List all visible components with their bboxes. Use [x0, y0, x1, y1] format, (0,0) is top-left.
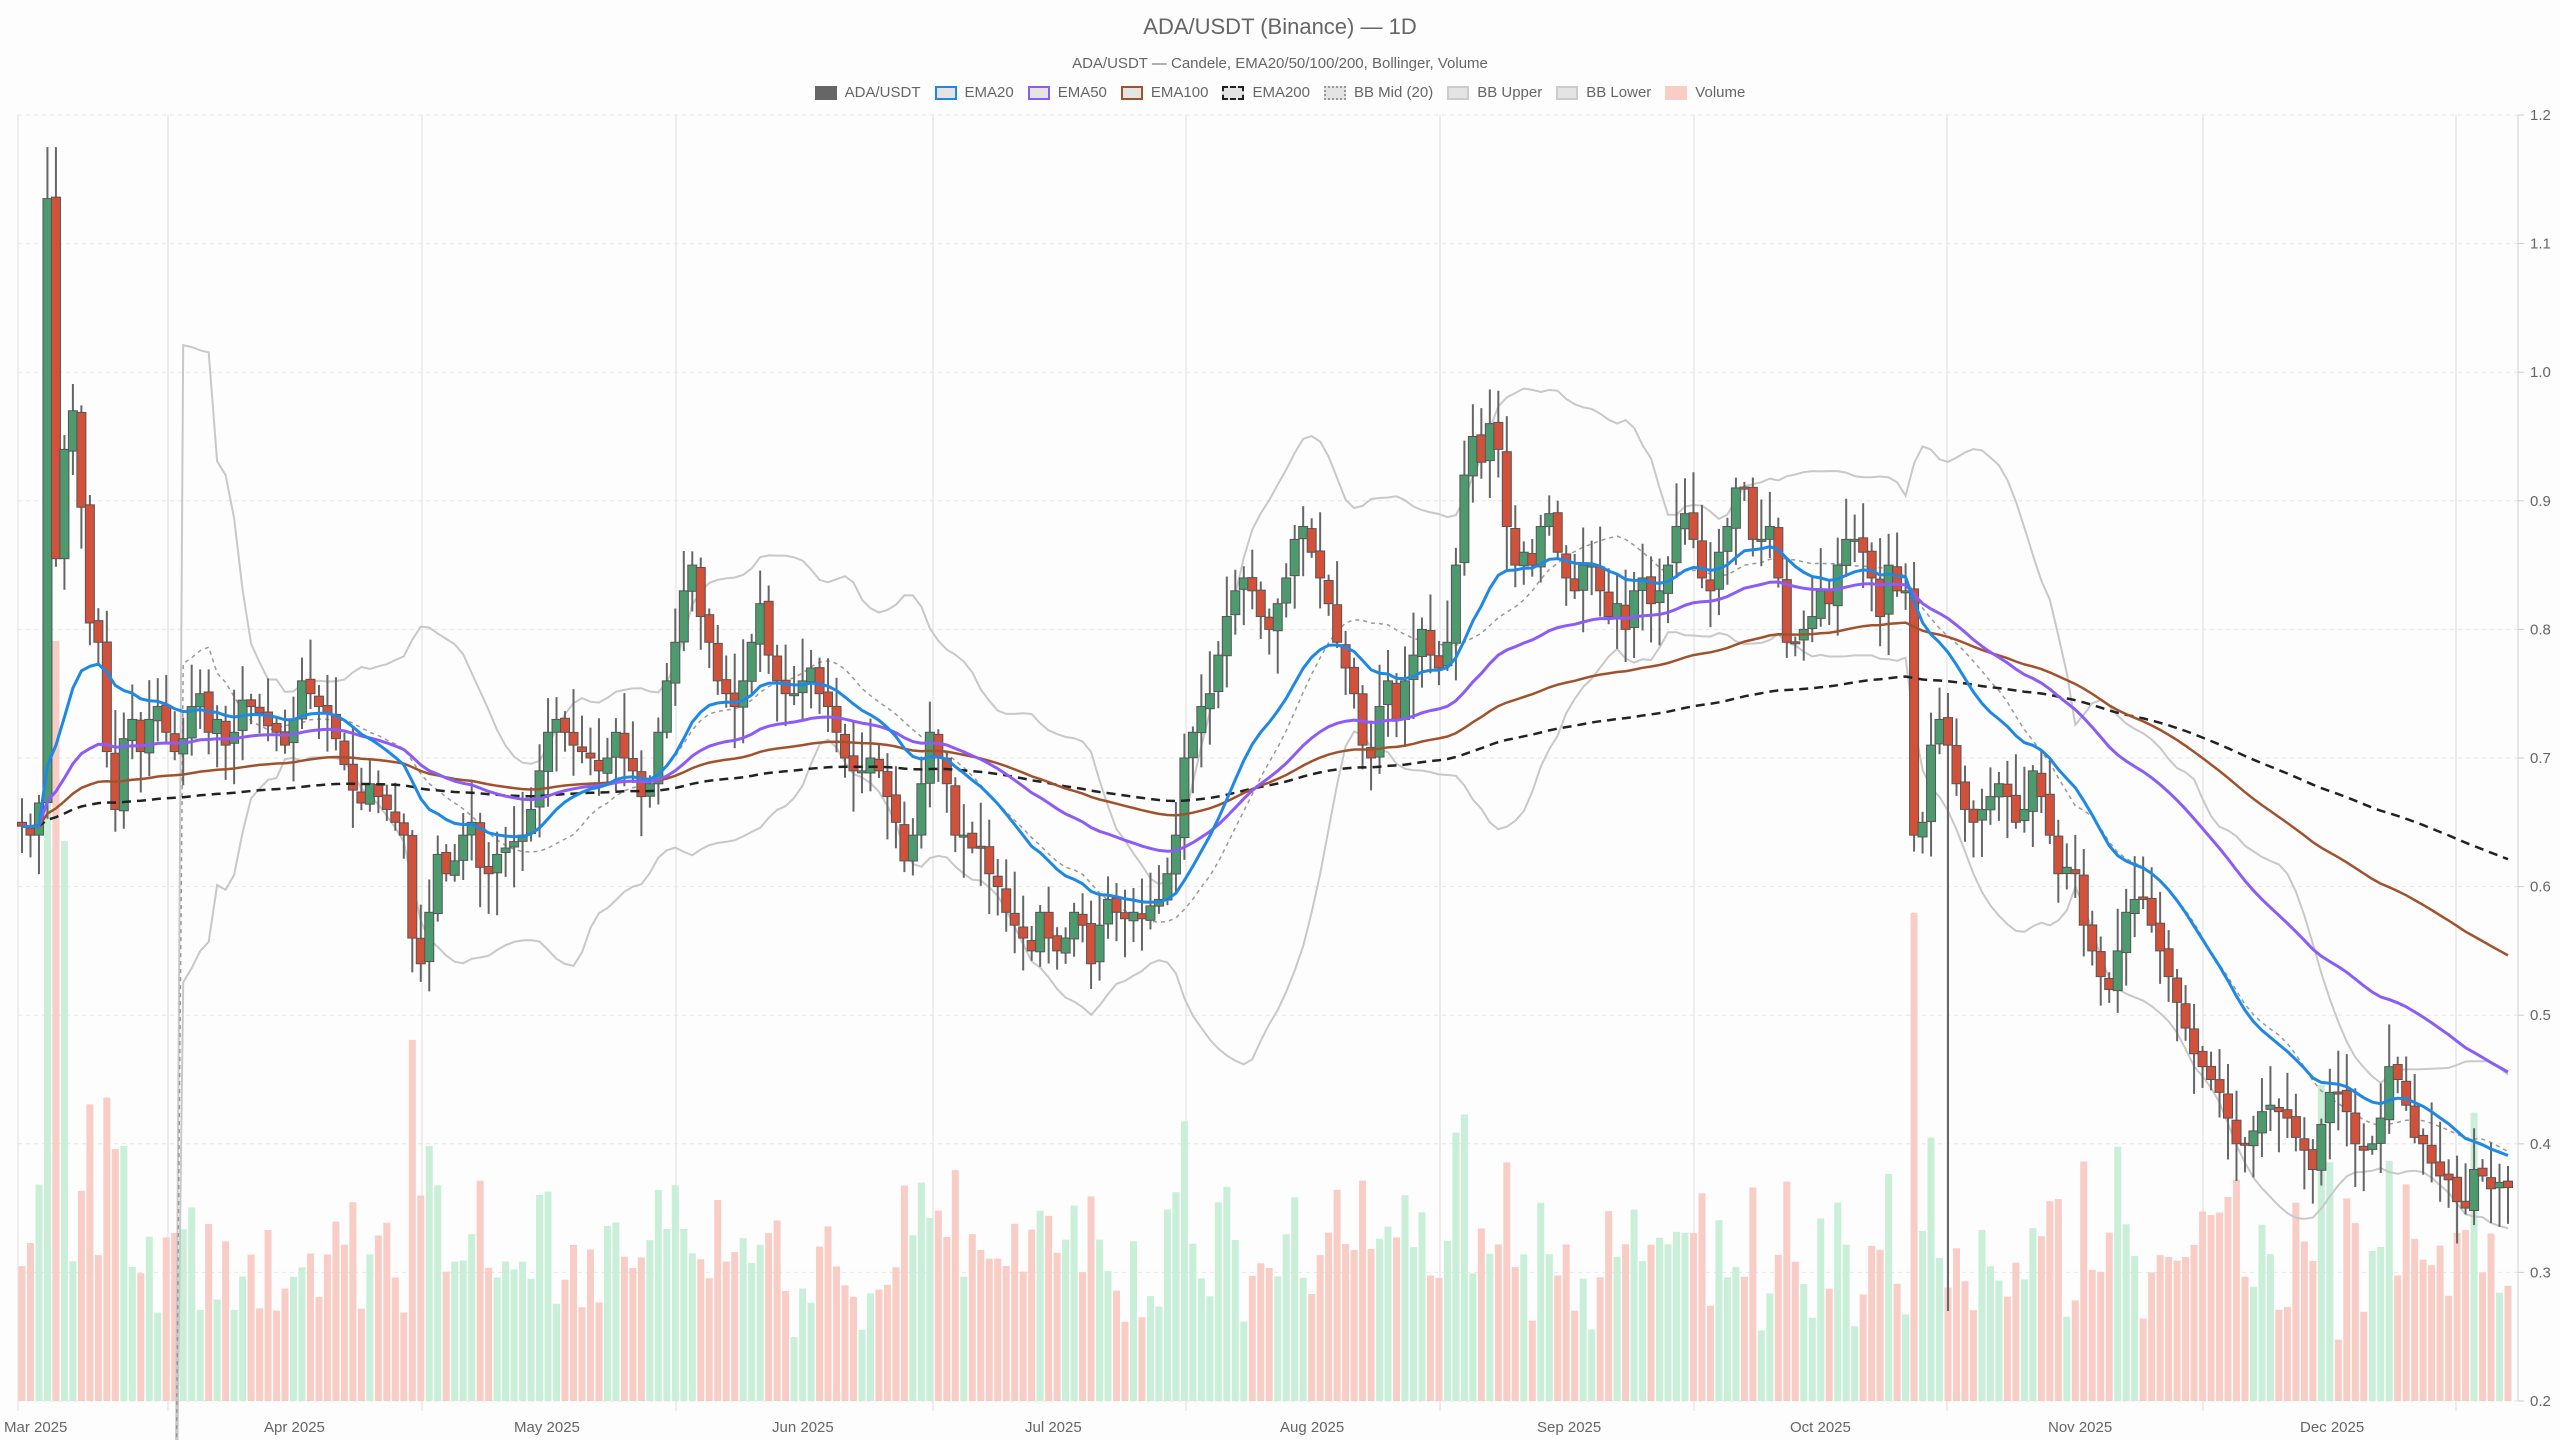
y-tick-label: 0.7	[2530, 750, 2551, 767]
chart-subtitle: ADA/USDT — Candele, EMA20/50/100/200, Bo…	[1072, 55, 1488, 72]
x-tick-label: Jul 2025	[1025, 1419, 1082, 1436]
legend-swatch-icon	[1222, 85, 1245, 100]
ema-lines	[21, 545, 2509, 1157]
y-tick-label: 0.8	[2530, 621, 2551, 638]
axes: 0.2 0.3 0.4 0.5 0.6 0.7 0.8 0.9 1.0 1.1 1.2 Mar 202…	[4, 107, 2551, 1436]
legend-swatch-icon	[934, 85, 957, 100]
legend-item[interactable]: BB Lower	[1556, 84, 1651, 101]
legend-label: EMA20	[964, 84, 1014, 101]
legend-label: ADA/USDT	[844, 84, 921, 101]
y-tick-label: 1.2	[2530, 107, 2551, 124]
x-tick-label: Jun 2025	[772, 1419, 834, 1436]
legend-swatch-icon	[1447, 85, 1470, 100]
y-tick-label: 1.1	[2530, 236, 2551, 253]
legend-swatch-icon	[1665, 85, 1688, 100]
legend-label: BB Mid (20)	[1354, 84, 1434, 101]
legend-label: Volume	[1695, 84, 1746, 101]
y-tick-label: 0.6	[2530, 879, 2551, 896]
legend-item[interactable]: EMA20	[934, 84, 1014, 101]
legend-label: BB Upper	[1477, 84, 1543, 101]
legend-swatch-icon	[1324, 85, 1346, 100]
legend-item[interactable]: BB Mid (20)	[1324, 84, 1433, 101]
chart-legend: ADA/USDT EMA20 EMA50 EMA100 EMA200 BB Mid (20…	[0, 84, 2560, 101]
x-tick-label: Aug 2025	[1280, 1419, 1344, 1436]
y-tick-label: 0.2	[2530, 1393, 2551, 1410]
y-tick-label: 1.0	[2530, 364, 2551, 381]
legend-swatch-icon	[1027, 85, 1050, 100]
legend-label: EMA200	[1252, 84, 1310, 101]
x-tick-label: Oct 2025	[1790, 1419, 1851, 1436]
price-candles	[17, 147, 2513, 1311]
x-tick-label: Apr 2025	[264, 1419, 325, 1436]
legend-label: BB Lower	[1586, 84, 1652, 101]
legend-label: EMA100	[1150, 84, 1209, 101]
chart-title: ADA/USDT (Binance) — 1D	[1143, 14, 1417, 39]
x-tick-label: Sep 2025	[1537, 1419, 1601, 1436]
legend-item[interactable]: EMA100	[1120, 84, 1209, 101]
legend-item[interactable]: BB Upper	[1447, 84, 1542, 101]
x-tick-label: Mar 2025	[4, 1419, 67, 1436]
legend-swatch-icon	[814, 85, 837, 100]
legend-swatch-icon	[1556, 85, 1579, 100]
legend-label: EMA50	[1057, 84, 1107, 101]
legend-item[interactable]: Volume	[1665, 84, 1745, 101]
x-tick-label: Nov 2025	[2048, 1419, 2112, 1436]
y-tick-label: 0.5	[2530, 1007, 2551, 1024]
x-tick-label: May 2025	[514, 1419, 580, 1436]
y-tick-label: 0.3	[2530, 1264, 2551, 1281]
volume-bars	[18, 641, 2512, 1401]
y-tick-label: 0.9	[2530, 493, 2551, 510]
legend-swatch-icon	[1120, 85, 1143, 100]
legend-item[interactable]: ADA/USDT	[814, 84, 921, 101]
x-tick-label: Dec 2025	[2300, 1419, 2364, 1436]
y-tick-label: 0.4	[2530, 1136, 2551, 1153]
legend-item[interactable]: EMA200	[1222, 84, 1310, 101]
legend-item[interactable]: EMA50	[1027, 84, 1107, 101]
